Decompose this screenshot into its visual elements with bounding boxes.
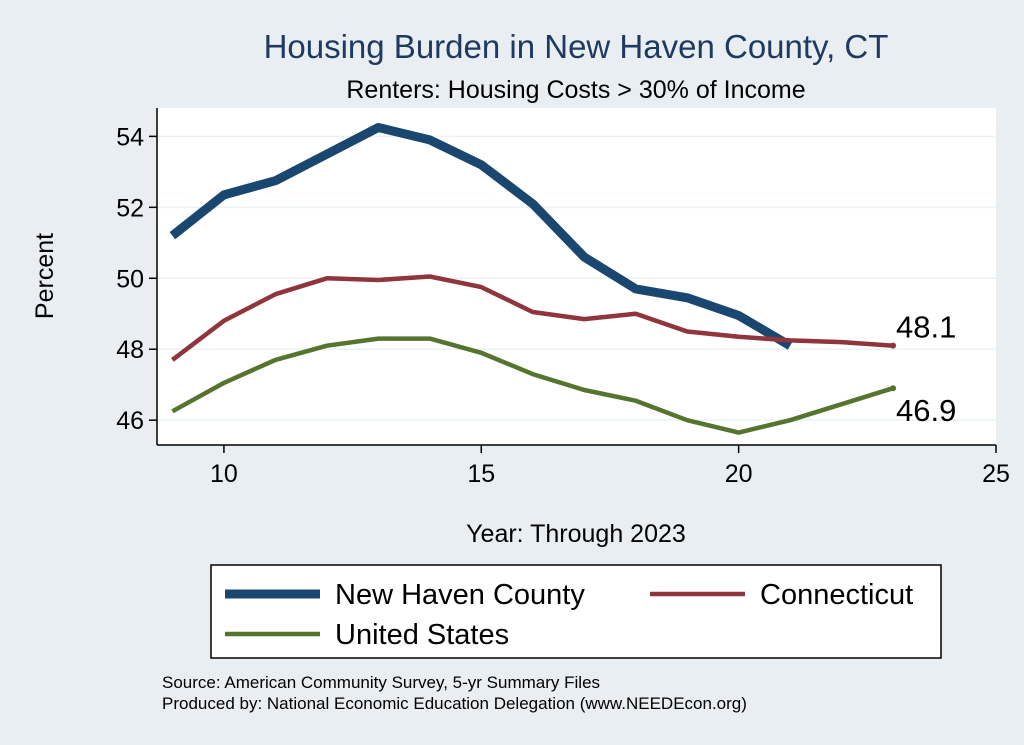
chart-subtitle: Renters: Housing Costs > 30% of Income <box>346 76 805 104</box>
y-tick-label: 46 <box>116 407 144 435</box>
y-tick-label: 54 <box>116 123 144 151</box>
series-lines <box>169 123 894 435</box>
x-tick-label: 20 <box>725 460 753 488</box>
end-point-marker <box>890 342 897 349</box>
y-axis-title: Percent <box>31 233 59 319</box>
chart-title: Housing Burden in New Haven County, CT <box>264 28 889 65</box>
end-value-label: 46.9 <box>896 393 956 428</box>
axis-ticks: 46 48 50 52 54 10 15 20 25 <box>116 123 1010 488</box>
legend-label: United States <box>335 619 509 651</box>
x-axis-title: Year: Through 2023 <box>466 520 686 548</box>
legend: New Haven County Connecticut United States <box>225 579 913 651</box>
legend-label: New Haven County <box>335 579 585 611</box>
gridlines <box>157 135 996 421</box>
series-line-connecticut <box>171 274 894 362</box>
source-note: Source: American Community Survey, 5-yr … <box>162 673 600 692</box>
y-tick-label: 52 <box>116 194 144 222</box>
legend-box <box>210 564 942 659</box>
end-labels: 48.1 46.9 <box>890 310 956 428</box>
x-tick-label: 25 <box>982 460 1010 488</box>
series-line-new-haven-county <box>169 123 793 350</box>
legend-label: Connecticut <box>760 579 913 611</box>
y-tick-label: 48 <box>116 336 144 364</box>
producer-note: Produced by: National Economic Education… <box>162 694 747 713</box>
end-point-marker <box>890 385 897 392</box>
series-line-united-states <box>171 336 894 435</box>
end-value-label: 48.1 <box>896 310 956 345</box>
x-tick-label: 10 <box>210 460 238 488</box>
y-tick-label: 50 <box>116 265 144 293</box>
x-tick-label: 15 <box>467 460 495 488</box>
